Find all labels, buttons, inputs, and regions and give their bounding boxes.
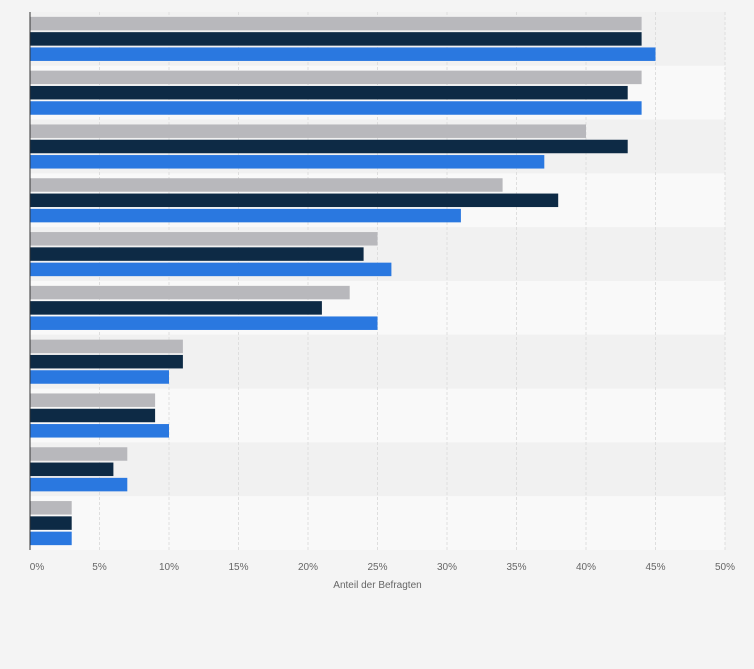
bar [30,139,628,154]
x-tick-label: 50% [715,562,735,573]
x-tick-label: 40% [576,562,596,573]
bar [30,47,656,61]
x-tick-label: 15% [228,562,248,573]
x-tick-label: 0% [30,562,45,573]
bar [30,247,364,261]
x-tick-label: 20% [298,562,318,573]
x-axis-title: Anteil der Befragten [333,580,421,591]
bar [30,232,378,246]
bar [30,124,586,138]
bar [30,85,628,100]
x-axis-ticks: 0% 5% 10% 15% 20% 25% 30% 35% 40% 45% 50% [30,562,735,573]
bar [30,447,128,461]
x-tick-label: 30% [437,562,457,573]
bars [30,16,656,546]
bar [30,178,503,192]
bar [30,32,642,46]
bar [30,408,156,423]
bar [30,531,72,546]
x-tick-label: 45% [645,562,665,573]
bar [30,208,461,223]
bar [30,393,156,407]
x-tick-label: 5% [92,562,107,573]
bar [30,301,322,315]
bar [30,370,169,384]
bar [30,516,72,530]
bar [30,262,392,277]
bar [30,193,559,208]
bar [30,16,642,31]
bar [30,477,128,492]
bar [30,339,183,354]
bar [30,354,183,369]
bar [30,101,642,115]
x-tick-label: 25% [367,562,387,573]
bar [30,70,642,85]
x-tick-label: 10% [159,562,179,573]
bar [30,155,545,169]
x-tick-label: 35% [506,562,526,573]
bar [30,424,169,438]
bar [30,462,114,477]
bar [30,285,350,300]
bar [30,316,378,330]
bar [30,501,72,515]
